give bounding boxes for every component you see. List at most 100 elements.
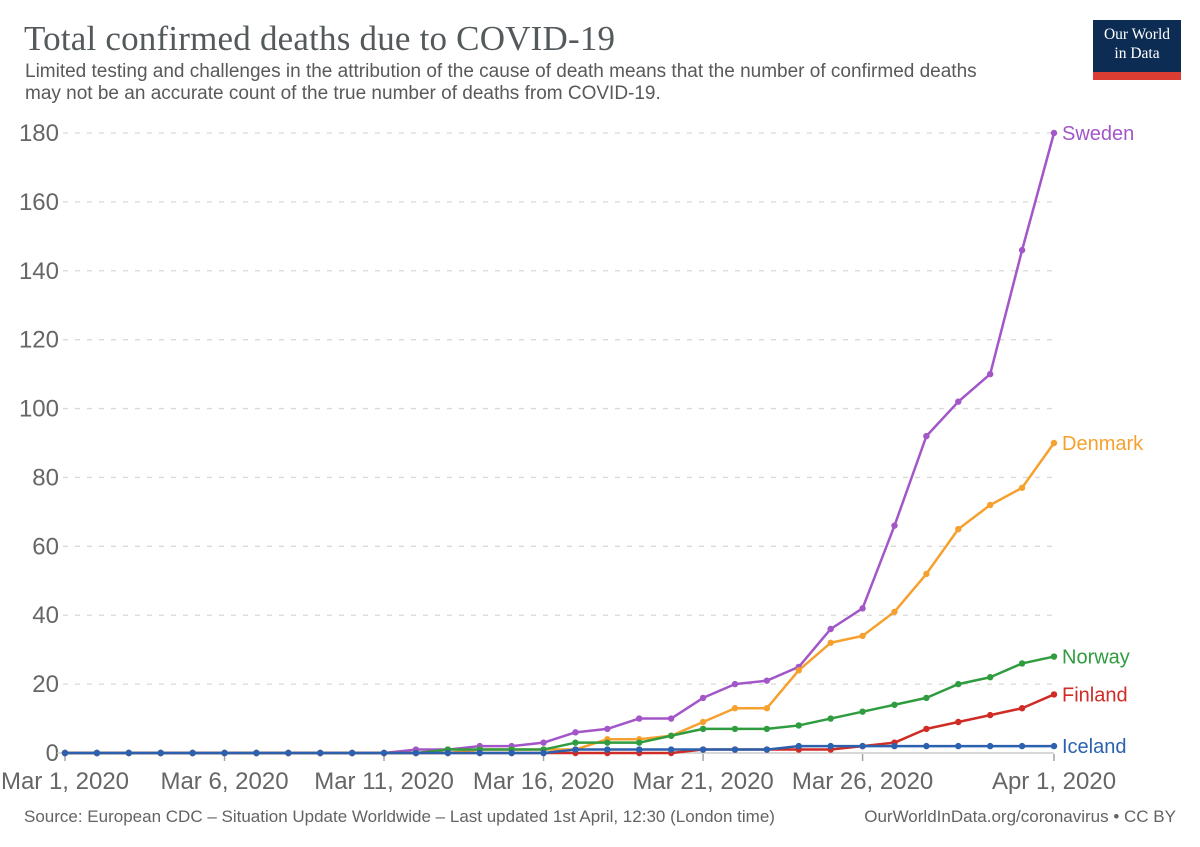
series-point-iceland[interactable]: [380, 749, 388, 757]
series-point-norway[interactable]: [604, 739, 611, 746]
series-point-norway[interactable]: [955, 680, 962, 688]
series-point-sweden[interactable]: [986, 370, 994, 378]
series-point-iceland[interactable]: [285, 749, 292, 757]
series-line-sweden[interactable]: [63, 131, 1056, 755]
x-axis-label: Apr 1, 2020: [992, 768, 1116, 795]
series-point-norway[interactable]: [1018, 660, 1026, 667]
series-point-sweden[interactable]: [540, 739, 547, 746]
series-point-denmark[interactable]: [891, 608, 898, 615]
series-point-denmark[interactable]: [859, 632, 866, 640]
series-point-sweden[interactable]: [636, 715, 643, 722]
x-axis-label: Mar 21, 2020: [632, 768, 773, 795]
series-point-iceland[interactable]: [699, 746, 707, 753]
series-point-finland[interactable]: [955, 718, 962, 726]
series-point-denmark[interactable]: [763, 705, 771, 712]
series-point-norway[interactable]: [986, 674, 994, 681]
series-point-sweden[interactable]: [955, 398, 962, 405]
series-point-norway[interactable]: [859, 708, 866, 715]
series-point-denmark[interactable]: [1018, 484, 1026, 491]
series-point-norway[interactable]: [636, 739, 643, 746]
series-point-iceland[interactable]: [1050, 742, 1058, 750]
series-point-denmark[interactable]: [827, 639, 834, 646]
series-point-iceland[interactable]: [348, 749, 356, 757]
series-point-sweden[interactable]: [572, 729, 579, 736]
series-point-norway[interactable]: [667, 732, 675, 739]
series-point-norway[interactable]: [763, 725, 771, 733]
series-line-iceland[interactable]: [63, 744, 1056, 755]
series-point-finland[interactable]: [1018, 705, 1026, 712]
series-point-denmark[interactable]: [986, 501, 994, 509]
series-point-finland[interactable]: [986, 711, 994, 719]
series-point-iceland[interactable]: [859, 742, 866, 750]
series-point-norway[interactable]: [795, 722, 802, 729]
footer-link[interactable]: OurWorldInData.org/coronavirus • CC BY: [864, 807, 1176, 826]
series-point-iceland[interactable]: [763, 746, 771, 753]
series-point-iceland[interactable]: [189, 749, 196, 757]
series-point-norway[interactable]: [1050, 653, 1058, 660]
series-point-denmark[interactable]: [955, 525, 962, 533]
series-point-denmark[interactable]: [795, 667, 802, 674]
series-point-denmark[interactable]: [699, 718, 707, 726]
series-point-sweden[interactable]: [891, 522, 898, 529]
series-point-finland[interactable]: [1050, 691, 1058, 698]
series-point-iceland[interactable]: [636, 746, 643, 753]
series-label-iceland[interactable]: Iceland: [1062, 736, 1127, 758]
series-point-norway[interactable]: [731, 725, 739, 733]
series-point-iceland[interactable]: [412, 749, 420, 757]
series-point-norway[interactable]: [891, 701, 898, 708]
series-point-sweden[interactable]: [604, 725, 611, 733]
series-point-iceland[interactable]: [221, 749, 228, 757]
series-point-sweden[interactable]: [859, 605, 866, 612]
series-point-iceland[interactable]: [891, 742, 898, 750]
series-point-iceland[interactable]: [93, 749, 101, 757]
source-note: Source: European CDC – Situation Update …: [24, 807, 775, 826]
series-point-sweden[interactable]: [731, 680, 739, 688]
series-label-finland[interactable]: Finland: [1062, 684, 1128, 706]
series-label-sweden[interactable]: Sweden: [1062, 123, 1134, 145]
x-axis-label: Mar 1, 2020: [1, 768, 129, 795]
series-label-denmark[interactable]: Denmark: [1062, 433, 1144, 455]
series-point-sweden[interactable]: [827, 625, 834, 633]
series-point-iceland[interactable]: [731, 746, 739, 753]
series-point-iceland[interactable]: [508, 749, 515, 757]
series-point-denmark[interactable]: [731, 705, 739, 712]
series-point-norway[interactable]: [827, 715, 834, 722]
series-point-iceland[interactable]: [795, 742, 802, 750]
series-point-iceland[interactable]: [955, 742, 962, 750]
series-point-iceland[interactable]: [157, 749, 164, 757]
series-point-sweden[interactable]: [763, 677, 771, 684]
owid-logo[interactable]: Our World in Data: [1093, 20, 1181, 80]
series-point-sweden[interactable]: [923, 432, 930, 440]
series-point-sweden[interactable]: [699, 694, 707, 702]
series-point-iceland[interactable]: [572, 746, 579, 753]
y-axis-label-180: 180: [19, 120, 59, 147]
series-point-denmark[interactable]: [1050, 439, 1058, 447]
series-point-iceland[interactable]: [604, 746, 611, 753]
series-point-iceland[interactable]: [253, 749, 260, 757]
series-point-norway[interactable]: [923, 694, 930, 702]
series-label-norway[interactable]: Norway: [1062, 647, 1130, 669]
series-point-norway[interactable]: [572, 739, 579, 746]
series-point-iceland[interactable]: [476, 749, 483, 757]
series-point-iceland[interactable]: [923, 742, 930, 750]
y-axis-label-60: 60: [32, 533, 59, 560]
series-point-finland[interactable]: [923, 725, 930, 733]
series-point-denmark[interactable]: [923, 570, 930, 578]
series-point-iceland[interactable]: [61, 749, 69, 757]
series-point-iceland[interactable]: [125, 749, 133, 757]
series-point-iceland[interactable]: [540, 749, 547, 757]
series-point-iceland[interactable]: [827, 742, 834, 750]
series-line-denmark[interactable]: [63, 441, 1056, 755]
series-point-iceland[interactable]: [667, 746, 675, 753]
series-point-sweden[interactable]: [667, 715, 675, 722]
series-point-iceland[interactable]: [317, 749, 324, 757]
series-point-norway[interactable]: [699, 725, 707, 733]
series-point-iceland[interactable]: [444, 749, 452, 757]
series-point-iceland[interactable]: [1018, 742, 1026, 750]
x-axis-label: Mar 16, 2020: [473, 768, 614, 795]
series-point-iceland[interactable]: [986, 742, 994, 750]
series-point-sweden[interactable]: [1018, 246, 1026, 254]
line-chart[interactable]: 0 20 40 60 80 100 120 140 160 180 Mar 1, 2020 Mar 6…: [0, 0, 1200, 800]
series-point-sweden[interactable]: [1050, 129, 1058, 137]
